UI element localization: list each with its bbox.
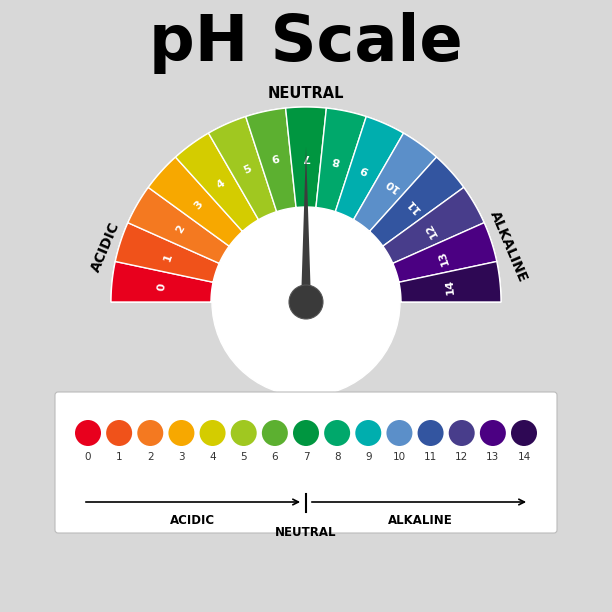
Text: 7: 7 <box>302 152 310 162</box>
Text: 3: 3 <box>192 199 204 211</box>
Text: 14: 14 <box>444 278 456 295</box>
Polygon shape <box>286 107 326 207</box>
Polygon shape <box>176 133 258 231</box>
Text: 4: 4 <box>209 452 216 462</box>
Circle shape <box>106 420 132 446</box>
Circle shape <box>137 420 163 446</box>
Circle shape <box>75 420 101 446</box>
Polygon shape <box>354 133 436 231</box>
Text: 8: 8 <box>331 154 341 166</box>
Text: ALKALINE: ALKALINE <box>387 514 452 527</box>
Text: 7: 7 <box>303 452 309 462</box>
Circle shape <box>324 420 350 446</box>
Text: 11: 11 <box>405 196 423 214</box>
Text: 5: 5 <box>241 452 247 462</box>
Polygon shape <box>335 116 403 220</box>
Circle shape <box>212 208 400 396</box>
Text: 8: 8 <box>334 452 340 462</box>
Polygon shape <box>393 223 497 282</box>
Text: 12: 12 <box>455 452 468 462</box>
Polygon shape <box>128 187 229 263</box>
Circle shape <box>168 420 195 446</box>
Text: 13: 13 <box>486 452 499 462</box>
Circle shape <box>200 420 226 446</box>
Text: ACIDIC: ACIDIC <box>89 220 123 274</box>
Polygon shape <box>399 261 501 302</box>
Circle shape <box>511 420 537 446</box>
Text: NEUTRAL: NEUTRAL <box>275 526 337 539</box>
Polygon shape <box>316 108 366 212</box>
Text: 10: 10 <box>393 452 406 462</box>
Text: 12: 12 <box>424 220 440 239</box>
Text: 13: 13 <box>437 248 451 266</box>
Text: 2: 2 <box>147 452 154 462</box>
Polygon shape <box>383 187 484 263</box>
Text: 6: 6 <box>271 154 281 166</box>
Text: 5: 5 <box>242 163 253 176</box>
Polygon shape <box>246 108 296 212</box>
Polygon shape <box>111 107 501 302</box>
Text: 1: 1 <box>162 252 174 263</box>
Text: pH Scale: pH Scale <box>149 12 463 74</box>
Circle shape <box>356 420 381 446</box>
Polygon shape <box>370 157 464 246</box>
Text: 6: 6 <box>272 452 278 462</box>
Text: 9: 9 <box>359 163 371 176</box>
Text: 3: 3 <box>178 452 185 462</box>
Polygon shape <box>148 157 242 246</box>
Text: NEUTRAL: NEUTRAL <box>268 86 344 101</box>
Text: 2: 2 <box>174 223 187 236</box>
Polygon shape <box>209 116 277 220</box>
Circle shape <box>480 420 506 446</box>
Text: 10: 10 <box>382 176 400 193</box>
Text: 1: 1 <box>116 452 122 462</box>
Circle shape <box>262 420 288 446</box>
Polygon shape <box>111 261 213 302</box>
Text: 4: 4 <box>215 178 227 191</box>
Circle shape <box>293 420 319 446</box>
Polygon shape <box>301 147 311 302</box>
Text: 14: 14 <box>517 452 531 462</box>
Polygon shape <box>115 223 219 282</box>
Text: 0: 0 <box>84 452 91 462</box>
Text: ACIDIC: ACIDIC <box>170 514 215 527</box>
FancyBboxPatch shape <box>55 392 557 533</box>
Circle shape <box>289 285 323 319</box>
Circle shape <box>386 420 412 446</box>
Circle shape <box>231 420 256 446</box>
Text: 11: 11 <box>424 452 437 462</box>
Circle shape <box>449 420 475 446</box>
Text: 0: 0 <box>157 283 167 291</box>
Text: ALKALINE: ALKALINE <box>488 209 531 285</box>
Circle shape <box>417 420 444 446</box>
Text: 9: 9 <box>365 452 371 462</box>
